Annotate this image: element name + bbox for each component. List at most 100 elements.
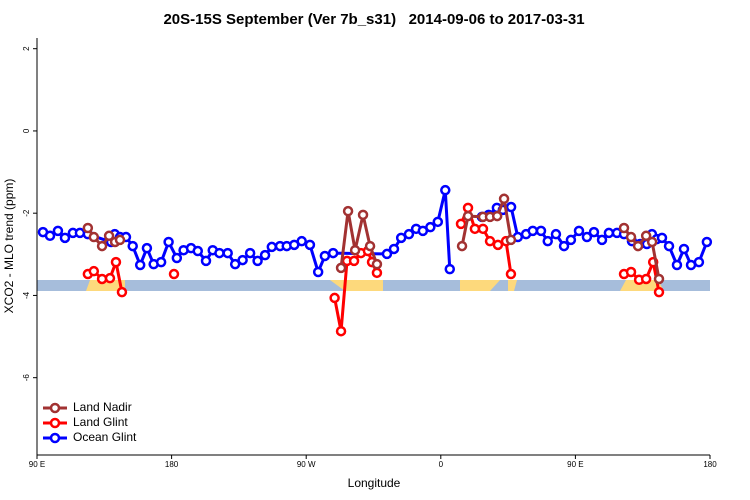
point (388, 243, 400, 255)
x-tick-label: 180 (703, 460, 717, 469)
point (381, 248, 393, 260)
point (596, 234, 608, 246)
point (432, 216, 444, 228)
point (701, 236, 713, 248)
point (671, 259, 683, 271)
point (484, 235, 496, 247)
point (403, 228, 415, 240)
legend-marker (49, 402, 61, 414)
point (349, 244, 361, 256)
y-tick-label: -2 (22, 209, 31, 217)
x-tick-label: 90 W (297, 460, 316, 469)
legend-marker (49, 432, 61, 444)
point (462, 210, 474, 222)
point (237, 254, 248, 266)
y-axis-label: XCO2 - MLO trend (ppm) (2, 179, 16, 314)
point (329, 292, 340, 304)
point (456, 240, 468, 252)
legend-label: Land Nadir (73, 400, 132, 414)
point (492, 239, 504, 251)
legend-label: Land Glint (73, 415, 128, 429)
point (96, 240, 108, 252)
point (88, 265, 100, 277)
point (304, 239, 316, 251)
point (462, 202, 474, 214)
point (603, 227, 615, 239)
y-tick-label: 2 (22, 46, 31, 51)
x-tick-label: 90 E (29, 460, 45, 469)
x-tick-label: 90 E (567, 460, 583, 469)
point (640, 273, 652, 285)
y-tick-label: -6 (22, 374, 31, 382)
point (425, 221, 436, 233)
point (59, 232, 71, 244)
legend-marker (49, 417, 61, 429)
point (505, 268, 517, 280)
point (491, 210, 503, 222)
point (357, 209, 369, 221)
point (625, 266, 637, 278)
point (155, 256, 167, 268)
point (168, 268, 180, 280)
point (371, 258, 383, 270)
point (82, 222, 94, 234)
y-tick-label: 0 (22, 128, 31, 133)
point (163, 236, 174, 248)
point (477, 223, 489, 235)
point (625, 231, 637, 243)
point (653, 286, 665, 298)
point (395, 232, 407, 244)
point (558, 240, 570, 252)
point (653, 273, 665, 285)
point (335, 262, 347, 274)
point (542, 235, 553, 247)
point (116, 286, 128, 298)
x-tick-label: 180 (165, 460, 179, 469)
point (656, 232, 668, 244)
point (244, 247, 256, 259)
point (266, 241, 278, 253)
point (327, 247, 339, 259)
point (364, 240, 376, 252)
chart-title: 20S-15S September (Ver 7b_s31) 2014-09-0… (163, 11, 584, 28)
point (581, 231, 593, 243)
point (103, 230, 115, 242)
point (335, 325, 347, 337)
point (312, 266, 324, 278)
point (44, 230, 56, 242)
y-tick-label: -4 (22, 291, 31, 299)
point (646, 236, 658, 248)
land-patch (508, 280, 517, 291)
point (527, 225, 539, 237)
series (37, 184, 713, 278)
x-axis-label: Longitude (348, 476, 401, 490)
point (88, 231, 100, 243)
point (632, 240, 644, 252)
legend-label: Ocean Glint (73, 430, 137, 444)
point (192, 245, 204, 257)
point (455, 218, 467, 230)
point (550, 228, 562, 240)
point (693, 256, 705, 268)
point (214, 247, 225, 259)
point (371, 267, 383, 279)
point (296, 235, 307, 247)
point (319, 250, 331, 262)
point (640, 230, 652, 242)
point (141, 242, 153, 254)
point (505, 234, 517, 246)
point (565, 234, 577, 246)
land-patch (460, 280, 500, 291)
point (114, 234, 126, 246)
point (104, 272, 116, 284)
point (52, 225, 64, 237)
x-tick-label: 0 (439, 460, 444, 469)
point (342, 205, 354, 217)
point (498, 193, 510, 205)
point (348, 255, 360, 267)
point (200, 255, 212, 267)
point (259, 249, 271, 261)
point (444, 263, 456, 275)
point (134, 259, 146, 271)
